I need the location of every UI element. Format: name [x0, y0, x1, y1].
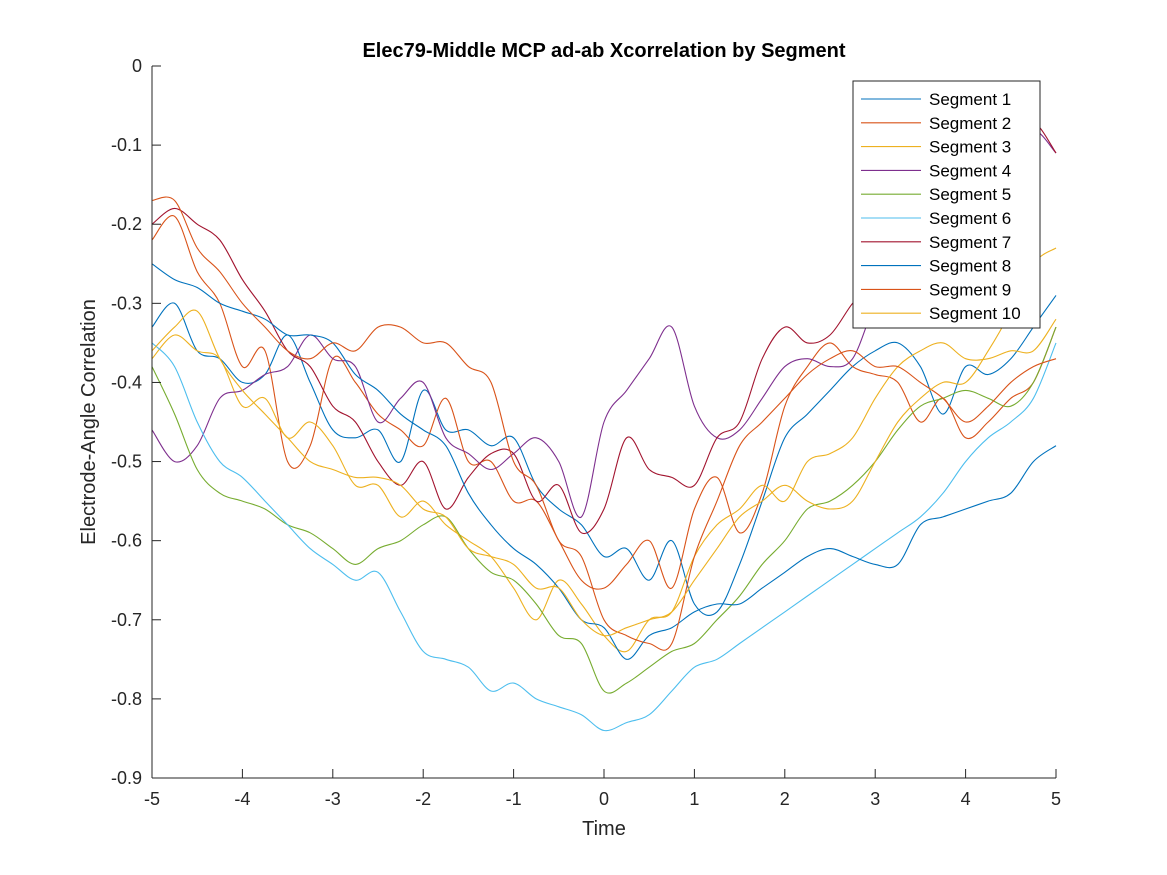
legend-label-segment-3: Segment 3 — [929, 138, 1011, 157]
series-line-segment-10 — [151, 247, 1057, 637]
legend-label-segment-4: Segment 4 — [929, 161, 1011, 180]
series-line-segment-9 — [151, 196, 1057, 651]
x-tick-label: -5 — [144, 789, 160, 809]
y-tick-label: -0.7 — [111, 610, 142, 630]
series-line-segment-3 — [151, 318, 1057, 653]
y-tick-label: -0.5 — [111, 452, 142, 472]
legend-label-segment-6: Segment 6 — [929, 209, 1011, 228]
series-line-segment-6 — [151, 342, 1057, 732]
x-tick-label: -1 — [506, 789, 522, 809]
plot-area: -5 -4 -3 -2 -1 0 1 2 3 4 5 0 -0.1 -0.2 -0.3 -0.4 -0.5 -0… — [111, 56, 1061, 809]
y-tick-label: -0.2 — [111, 214, 142, 234]
legend-label-segment-9: Segment 9 — [929, 280, 1011, 299]
y-axis-ticks: 0 -0.1 -0.2 -0.3 -0.4 -0.5 -0.6 -0.7 -0.8 -0.9 — [111, 56, 161, 788]
x-tick-label: -3 — [325, 789, 341, 809]
legend-label-segment-1: Segment 1 — [929, 90, 1011, 109]
series-line-segment-1 — [151, 295, 1057, 616]
y-axis-label: Electrode-Angle Correlation — [78, 299, 100, 545]
x-tick-label: 5 — [1051, 789, 1061, 809]
x-tick-label: -2 — [415, 789, 431, 809]
x-tick-label: 0 — [599, 789, 609, 809]
y-tick-label: -0.8 — [111, 689, 142, 709]
legend-label-segment-2: Segment 2 — [929, 114, 1011, 133]
legend-box — [852, 80, 1041, 329]
y-tick-label: -0.4 — [111, 372, 142, 392]
x-tick-label: 2 — [780, 789, 790, 809]
x-tick-label: 1 — [689, 789, 699, 809]
y-tick-label: -0.6 — [111, 531, 142, 551]
chart-title: Elec79-Middle MCP ad-ab Xcorrelation by … — [362, 40, 845, 62]
legend-items: Segment 1 Segment 2 Segment 3 Segment 4 Segm… — [861, 90, 1021, 323]
series-line-segment-2 — [151, 215, 1057, 590]
series-line-segment-5 — [151, 326, 1057, 694]
legend-label-segment-7: Segment 7 — [929, 233, 1011, 252]
y-tick-label: -0.3 — [111, 293, 142, 313]
y-tick-label: -0.9 — [111, 768, 142, 788]
y-tick-label: -0.1 — [111, 135, 142, 155]
x-axis-label: Time — [582, 818, 626, 840]
series-line-segment-8 — [151, 263, 1057, 660]
y-tick-label: 0 — [132, 56, 142, 76]
legend-label-segment-5: Segment 5 — [929, 185, 1011, 204]
legend-label-segment-10: Segment 10 — [929, 304, 1021, 323]
legend: Segment 1 Segment 2 Segment 3 Segment 4 Segm… — [852, 80, 1041, 329]
x-axis-ticks: -5 -4 -3 -2 -1 0 1 2 3 4 5 — [144, 769, 1061, 809]
x-tick-label: 3 — [870, 789, 880, 809]
x-tick-label: 4 — [961, 789, 971, 809]
x-tick-label: -4 — [234, 789, 250, 809]
legend-label-segment-8: Segment 8 — [929, 257, 1011, 276]
series-layer — [151, 119, 1057, 732]
